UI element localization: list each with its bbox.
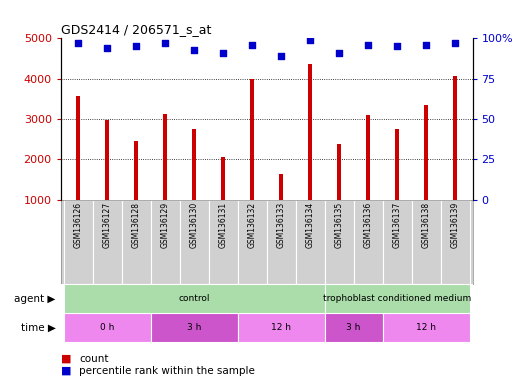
Text: GSM136130: GSM136130 <box>190 202 199 248</box>
Text: GSM136129: GSM136129 <box>161 202 169 248</box>
Bar <box>383 200 412 284</box>
Point <box>306 37 314 43</box>
Text: control: control <box>178 294 210 303</box>
Bar <box>412 200 441 284</box>
Bar <box>180 200 209 284</box>
Point <box>248 42 257 48</box>
Bar <box>441 200 470 284</box>
Text: GSM136133: GSM136133 <box>277 202 286 248</box>
Bar <box>77 96 80 200</box>
Bar <box>454 76 457 200</box>
Text: 3 h: 3 h <box>346 323 361 332</box>
Bar <box>150 313 238 342</box>
Bar <box>296 200 325 284</box>
Point <box>277 53 285 59</box>
Text: count: count <box>79 354 109 364</box>
Text: agent ▶: agent ▶ <box>14 293 55 304</box>
Text: GSM136137: GSM136137 <box>393 202 402 248</box>
Bar <box>192 129 196 200</box>
Bar <box>395 129 399 200</box>
Point <box>451 40 459 46</box>
Point <box>364 42 372 48</box>
Point <box>422 42 430 48</box>
Text: GSM136135: GSM136135 <box>335 202 344 248</box>
Bar <box>221 157 225 200</box>
Text: GSM136136: GSM136136 <box>364 202 373 248</box>
Bar <box>106 120 109 200</box>
Bar <box>325 200 354 284</box>
Bar <box>209 200 238 284</box>
Point <box>219 50 228 56</box>
Bar <box>425 104 428 200</box>
Bar <box>63 313 150 342</box>
Text: time ▶: time ▶ <box>21 322 55 333</box>
Point <box>393 43 401 50</box>
Bar <box>238 313 325 342</box>
Point <box>74 40 82 46</box>
Bar <box>383 313 470 342</box>
Text: GSM136128: GSM136128 <box>131 202 140 248</box>
Bar <box>337 144 341 200</box>
Text: 12 h: 12 h <box>416 323 436 332</box>
Bar <box>325 313 383 342</box>
Bar <box>135 141 138 200</box>
Bar <box>150 200 180 284</box>
Text: GSM136138: GSM136138 <box>422 202 431 248</box>
Bar <box>121 200 150 284</box>
Point <box>190 46 199 53</box>
Text: trophoblast conditioned medium: trophoblast conditioned medium <box>323 294 472 303</box>
Bar <box>238 200 267 284</box>
Text: GSM136132: GSM136132 <box>248 202 257 248</box>
Text: GSM136126: GSM136126 <box>73 202 82 248</box>
Text: GDS2414 / 206571_s_at: GDS2414 / 206571_s_at <box>61 23 211 36</box>
Bar <box>267 200 296 284</box>
Bar <box>354 200 383 284</box>
Bar <box>92 200 121 284</box>
Text: ■: ■ <box>61 354 71 364</box>
Text: 3 h: 3 h <box>187 323 201 332</box>
Text: percentile rank within the sample: percentile rank within the sample <box>79 366 255 376</box>
Point <box>132 43 140 50</box>
Bar <box>250 79 254 200</box>
Bar <box>163 114 167 200</box>
Text: ■: ■ <box>61 366 71 376</box>
Point <box>103 45 111 51</box>
Bar <box>63 284 325 313</box>
Bar <box>366 114 370 200</box>
Point <box>161 40 169 46</box>
Text: GSM136134: GSM136134 <box>306 202 315 248</box>
Text: 0 h: 0 h <box>100 323 115 332</box>
Text: GSM136131: GSM136131 <box>219 202 228 248</box>
Text: GSM136127: GSM136127 <box>102 202 111 248</box>
Text: GSM136139: GSM136139 <box>451 202 460 248</box>
Bar <box>279 174 283 200</box>
Bar <box>63 200 92 284</box>
Text: 12 h: 12 h <box>271 323 291 332</box>
Point <box>335 50 343 56</box>
Bar <box>325 284 470 313</box>
Bar <box>308 64 312 200</box>
